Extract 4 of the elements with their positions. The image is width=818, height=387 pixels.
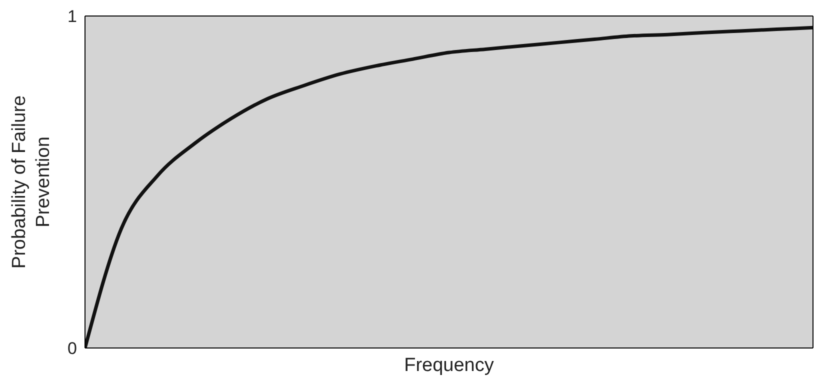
x-axis-title: Frequency xyxy=(404,355,494,376)
y-tick-label: 1 xyxy=(68,7,77,26)
y-tick-label: 0 xyxy=(68,339,77,358)
y-axis-title: Probability of Failure Prevention xyxy=(9,95,54,269)
